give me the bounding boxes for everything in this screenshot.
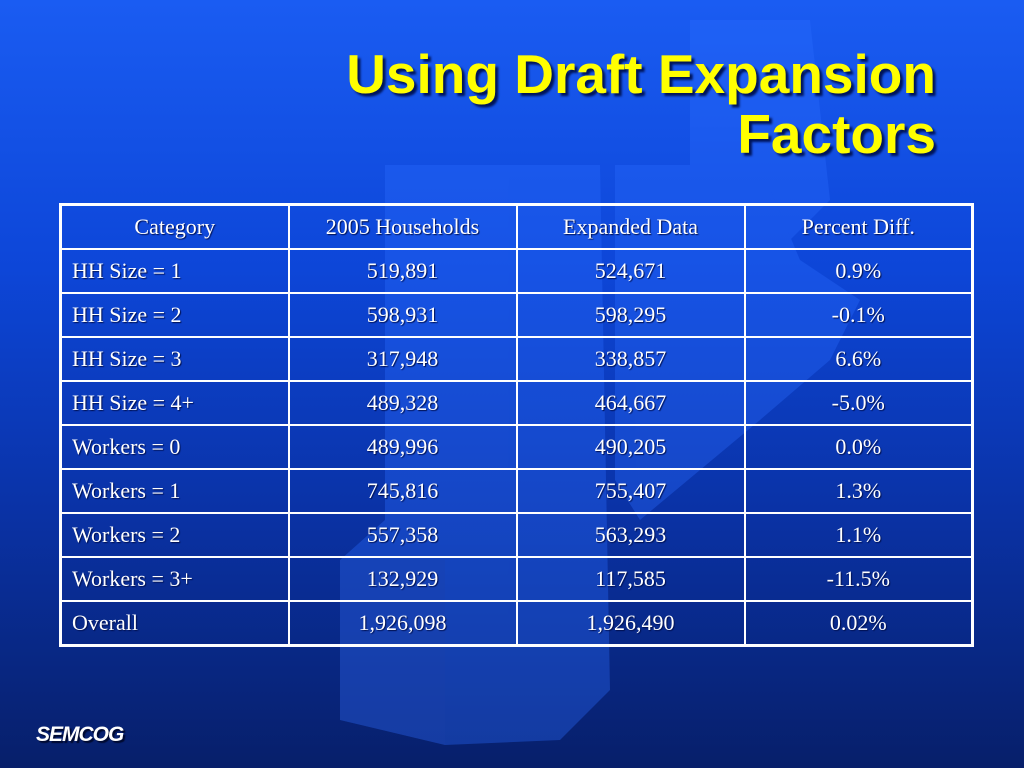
table-row: HH Size = 1 519,891 524,671 0.9% [59, 248, 974, 294]
slide-title-line-1: Using Draft Expansion [346, 43, 936, 105]
expanded-cell: 464,667 [515, 380, 746, 426]
category-cell: Workers = 3+ [59, 556, 290, 602]
percent-diff-cell: 1.3% [743, 468, 974, 514]
percent-diff-cell: 1.1% [743, 512, 974, 558]
column-header-2005-households: 2005 Households [287, 203, 518, 250]
category-cell: Overall [59, 600, 290, 647]
expanded-cell: 598,295 [515, 292, 746, 338]
table-row: Overall 1,926,098 1,926,490 0.02% [59, 600, 974, 647]
households-cell: 317,948 [287, 336, 518, 382]
slide-title: Using Draft Expansion Factors [136, 44, 936, 164]
expanded-cell: 1,926,490 [515, 600, 746, 647]
households-cell: 1,926,098 [287, 600, 518, 647]
households-cell: 745,816 [287, 468, 518, 514]
households-cell: 132,929 [287, 556, 518, 602]
expanded-cell: 524,671 [515, 248, 746, 294]
table-header-row: Category 2005 Households Expanded Data P… [59, 203, 974, 250]
expansion-factors-table: Category 2005 Households Expanded Data P… [59, 203, 974, 647]
expanded-cell: 755,407 [515, 468, 746, 514]
percent-diff-cell: -11.5% [743, 556, 974, 602]
slide-title-line-2: Factors [737, 103, 936, 165]
expanded-cell: 117,585 [515, 556, 746, 602]
category-cell: Workers = 1 [59, 468, 290, 514]
column-header-percent-diff: Percent Diff. [743, 203, 974, 250]
expanded-cell: 563,293 [515, 512, 746, 558]
column-header-category: Category [59, 203, 290, 250]
table-row: Workers = 1 745,816 755,407 1.3% [59, 468, 974, 514]
households-cell: 489,328 [287, 380, 518, 426]
percent-diff-cell: 0.02% [743, 600, 974, 647]
table-row: HH Size = 2 598,931 598,295 -0.1% [59, 292, 974, 338]
households-cell: 557,358 [287, 512, 518, 558]
table-row: Workers = 2 557,358 563,293 1.1% [59, 512, 974, 558]
table-row: Workers = 3+ 132,929 117,585 -11.5% [59, 556, 974, 602]
category-cell: HH Size = 1 [59, 248, 290, 294]
expanded-cell: 490,205 [515, 424, 746, 470]
expanded-cell: 338,857 [515, 336, 746, 382]
percent-diff-cell: 0.0% [743, 424, 974, 470]
category-cell: HH Size = 2 [59, 292, 290, 338]
category-cell: HH Size = 4+ [59, 380, 290, 426]
table-row: Workers = 0 489,996 490,205 0.0% [59, 424, 974, 470]
column-header-expanded-data: Expanded Data [515, 203, 746, 250]
percent-diff-cell: -5.0% [743, 380, 974, 426]
semcog-logo: SEMCOG [36, 723, 124, 746]
percent-diff-cell: 6.6% [743, 336, 974, 382]
households-cell: 519,891 [287, 248, 518, 294]
percent-diff-cell: 0.9% [743, 248, 974, 294]
table-row: HH Size = 4+ 489,328 464,667 -5.0% [59, 380, 974, 426]
category-cell: Workers = 0 [59, 424, 290, 470]
households-cell: 598,931 [287, 292, 518, 338]
households-cell: 489,996 [287, 424, 518, 470]
table-row: HH Size = 3 317,948 338,857 6.6% [59, 336, 974, 382]
percent-diff-cell: -0.1% [743, 292, 974, 338]
category-cell: Workers = 2 [59, 512, 290, 558]
category-cell: HH Size = 3 [59, 336, 290, 382]
